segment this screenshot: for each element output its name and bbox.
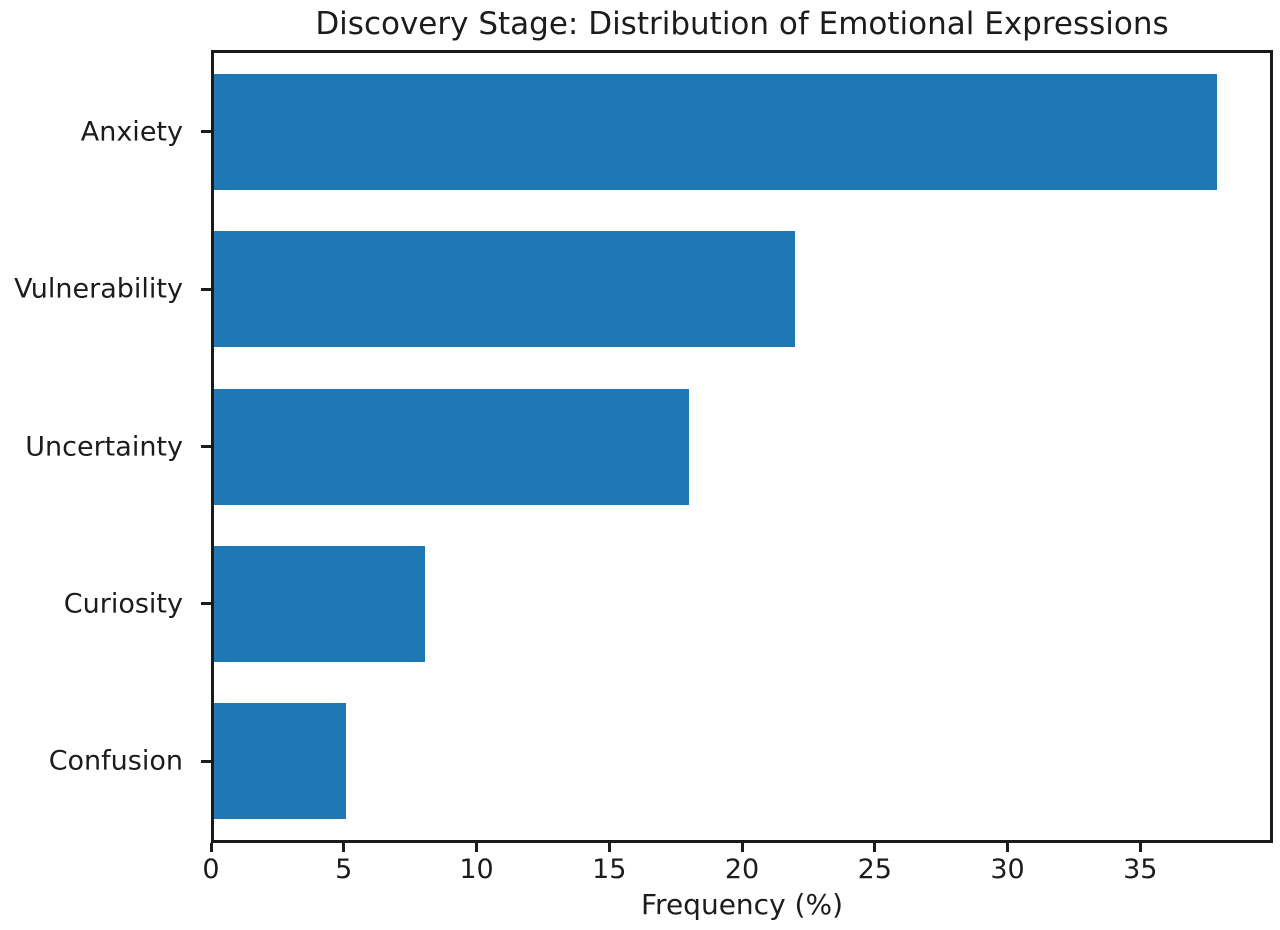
x-tick-mark xyxy=(607,843,611,852)
x-tick-mark xyxy=(209,843,213,852)
chart-title: Discovery Stage: Distribution of Emotion… xyxy=(315,6,1169,42)
y-tick-mark xyxy=(201,445,211,448)
bar-curiosity xyxy=(214,545,426,662)
x-tick-label: 25 xyxy=(857,854,892,885)
x-tick-mark xyxy=(475,843,478,852)
x-tick-mark xyxy=(873,843,877,852)
y-tick-label: Uncertainty xyxy=(25,431,183,462)
x-tick-label: 35 xyxy=(1123,854,1158,885)
x-tick-label: 15 xyxy=(592,854,627,885)
x-tick-label: 30 xyxy=(990,854,1025,885)
bar-anxiety xyxy=(214,73,1218,190)
x-tick-mark xyxy=(1138,843,1142,852)
bar-uncertainty xyxy=(214,388,690,505)
y-tick-mark xyxy=(201,287,211,291)
x-tick-mark xyxy=(342,843,346,852)
x-axis-title: Frequency (%) xyxy=(640,888,843,921)
y-tick-mark xyxy=(201,602,211,606)
x-tick-label: 5 xyxy=(335,854,353,885)
y-tick-mark xyxy=(201,130,211,134)
y-tick-label: Anxiety xyxy=(80,116,183,148)
y-tick-label: Curiosity xyxy=(63,588,183,620)
bar-vulnerability xyxy=(214,231,795,348)
x-tick-label: 10 xyxy=(459,854,494,885)
y-tick-label: Confusion xyxy=(48,745,183,777)
bar-confusion xyxy=(214,703,346,820)
x-tick-label: 0 xyxy=(202,854,220,885)
y-axis: Anxiety Vulnerability Uncertainty Curiosity… xyxy=(0,50,211,843)
x-axis: 0 5 10 15 20 25 30 35 xyxy=(202,843,1273,893)
x-tick-mark xyxy=(740,843,744,852)
x-tick-label: 20 xyxy=(724,854,760,885)
y-tick-label: Vulnerability xyxy=(14,273,183,305)
plot-area xyxy=(211,50,1273,843)
x-tick-mark xyxy=(1006,843,1009,852)
y-tick-mark xyxy=(201,759,211,763)
